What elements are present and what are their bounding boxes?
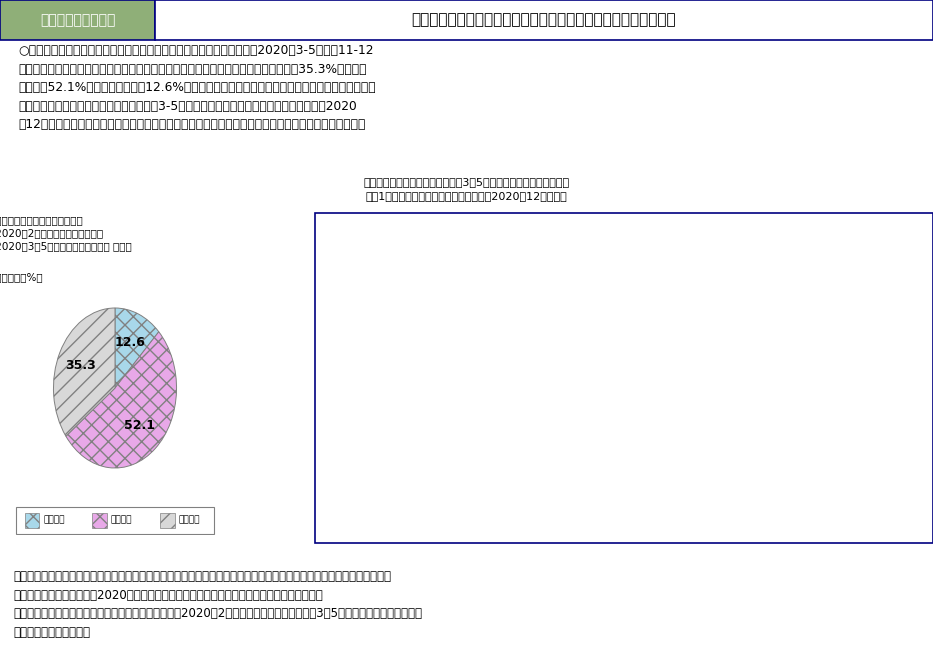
Wedge shape <box>66 332 176 468</box>
Text: 減少した: 減少した <box>178 516 201 524</box>
Text: 26.6: 26.6 <box>426 348 457 361</box>
Bar <box>92 512 106 527</box>
Text: （回答割合、%）: （回答割合、%） <box>614 272 668 282</box>
Text: 増加した: 増加した <box>398 516 420 524</box>
Bar <box>448 512 462 527</box>
Bar <box>155 0 933 40</box>
Text: 第２－（２）－８図: 第２－（２）－８図 <box>40 13 115 27</box>
Text: 52.1: 52.1 <box>124 419 156 432</box>
Text: 12.6: 12.6 <box>114 336 146 349</box>
Text: ほぼ同じ: ほぼ同じ <box>736 516 758 524</box>
Wedge shape <box>53 308 115 436</box>
Wedge shape <box>409 351 532 468</box>
Wedge shape <box>678 308 740 449</box>
Text: ほぼ同じ: ほぼ同じ <box>111 516 132 524</box>
Wedge shape <box>740 308 778 388</box>
Text: 50.6: 50.6 <box>754 413 785 426</box>
Wedge shape <box>470 308 525 388</box>
Text: 17.5: 17.5 <box>475 339 506 352</box>
Wedge shape <box>115 308 159 388</box>
Wedge shape <box>409 308 470 396</box>
Bar <box>24 512 39 527</box>
Text: （３）3－5月に初めて
テレワークを経験した者: （３）3－5月に初めて テレワークを経験した者 <box>614 215 684 238</box>
Text: 55.9: 55.9 <box>466 429 496 442</box>
Text: 増加した: 増加した <box>43 516 64 524</box>
Text: テレワークの開始時期別の調査時点における実施頻度（労働者）: テレワークの開始時期別の調査時点における実施頻度（労働者） <box>411 12 676 27</box>
Bar <box>786 512 800 527</box>
Text: 10.6: 10.6 <box>737 334 768 348</box>
Text: 35.3: 35.3 <box>65 359 96 372</box>
Text: （回答割合、%）: （回答割合、%） <box>344 272 397 282</box>
Bar <box>0 0 155 40</box>
Text: （２）2020年2月以前から
テレワークの経験がある者: （２）2020年2月以前から テレワークの経験がある者 <box>344 215 433 238</box>
Text: 資料出所　（独）労働政策研究・研修機構「新型コロナウイルス感染拡大の仕事や生活への影響に関する調査（ＪＩＬＰ
　　　　　Ｔ第３回）」（2020年）をもとに厚生労: 資料出所 （独）労働政策研究・研修機構「新型コロナウイルス感染拡大の仕事や生活へ… <box>14 570 423 639</box>
Text: 38.8: 38.8 <box>689 364 719 378</box>
Text: ○　テレワークの経験がある労働者について、テレワークの実施日数を2020年3-5月頃と11-12
月頃（調査時点の直近１か月）で比べた増減の状況についてみると、: ○ テレワークの経験がある労働者について、テレワークの実施日数を2020年3-5… <box>19 44 376 131</box>
Bar <box>515 512 530 527</box>
Text: （回答割合、%）: （回答割合、%） <box>0 272 43 282</box>
Bar <box>717 512 731 527</box>
Text: 新型コロナウイルス感染拡大期（3－5月の月間平均）と比較した、
直近1か月間に行ったテレワークの日数（2020年12月調査）: 新型コロナウイルス感染拡大期（3－5月の月間平均）と比較した、 直近1か月間に行… <box>364 177 569 201</box>
Text: （１）テレワークの経験がある者
・2020年2月以前から経験がある者
・2020年3－5月に初めて経験した者 の合計: （１）テレワークの経験がある者 ・2020年2月以前から経験がある者 ・2020… <box>0 215 132 252</box>
Bar <box>649 512 664 527</box>
Bar <box>380 512 394 527</box>
Bar <box>160 512 174 527</box>
Text: 増加した: 増加した <box>668 516 689 524</box>
Text: 減少した: 減少した <box>534 516 555 524</box>
Wedge shape <box>700 325 801 468</box>
Text: 減少した: 減少した <box>803 516 825 524</box>
Text: ほぼ同じ: ほぼ同じ <box>466 516 487 524</box>
